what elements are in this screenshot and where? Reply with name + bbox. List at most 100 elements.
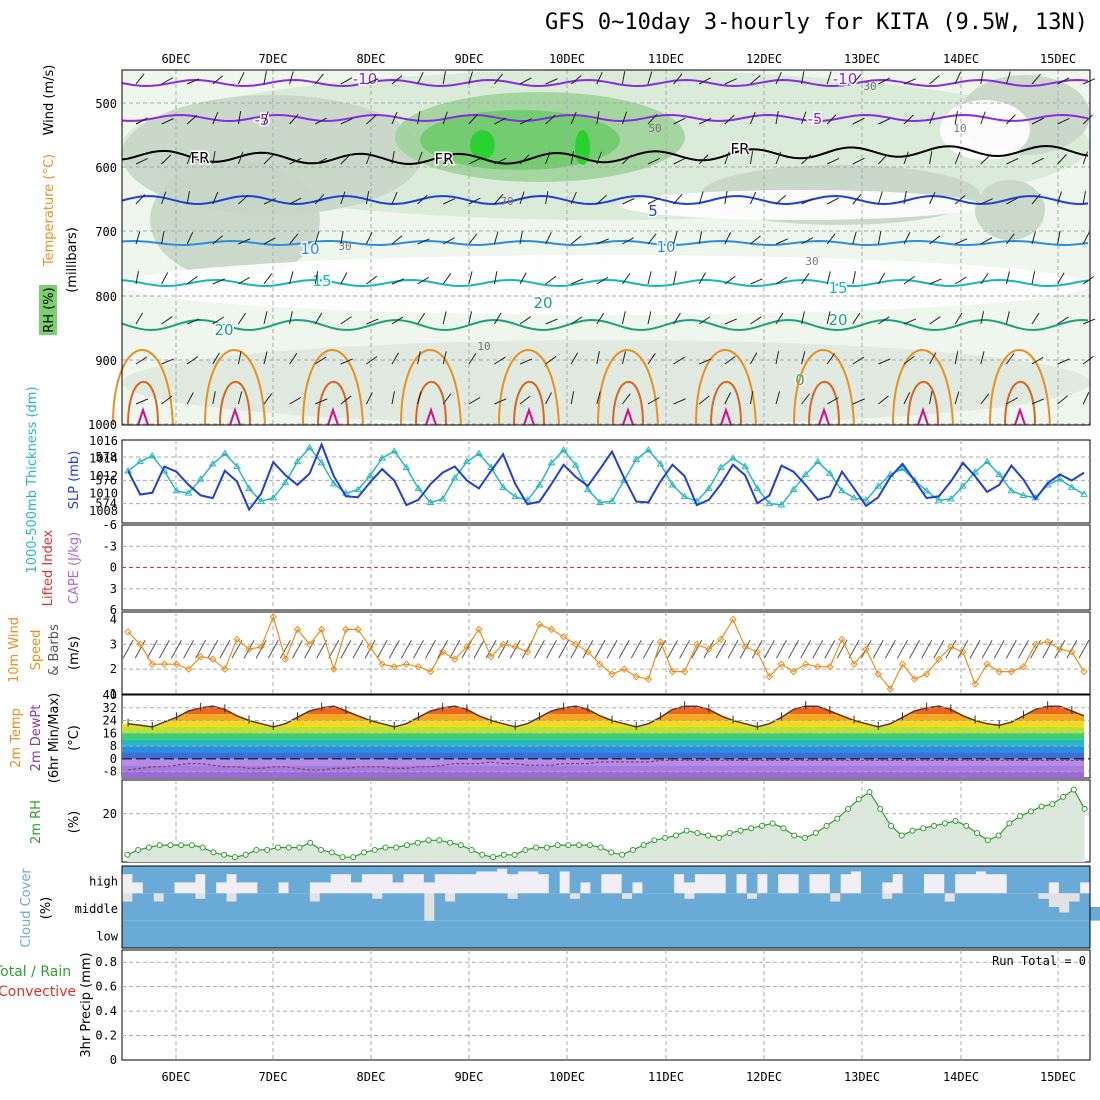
cloud-middle-bar-10 — [226, 901, 237, 921]
thickness-point-19 — [354, 485, 362, 493]
wind-barb-1-37 — [1082, 114, 1093, 125]
cloud-low-row — [122, 920, 1090, 948]
wind-barb-6-8 — [340, 316, 352, 325]
cloud-middle-bar-83 — [985, 893, 997, 921]
bl-orange-inner-2 — [317, 380, 349, 426]
wind-barb-8-25 — [775, 391, 781, 405]
thickness-point-31 — [499, 483, 508, 490]
wind-barb-7-5 — [263, 351, 268, 365]
wind-barb-3-3 — [212, 191, 219, 205]
rh-point-80 — [984, 837, 991, 844]
cloud-high-bar-33 — [465, 866, 477, 875]
rh-point-26 — [404, 842, 411, 849]
thickness-point-62 — [874, 482, 883, 489]
wind-barb-7-15 — [519, 358, 533, 365]
wind10-point-56 — [801, 660, 810, 668]
wind-barb-6-19 — [621, 311, 626, 325]
wind-barb-6-15 — [519, 316, 532, 325]
cloud-high-bar-65 — [798, 866, 810, 894]
thickness-point-34 — [535, 481, 544, 488]
cloud-middle-bar-69 — [840, 893, 852, 921]
wind-barb-5-24 — [750, 278, 763, 285]
wind10-point-74 — [1019, 662, 1028, 671]
wind10-point-42 — [632, 672, 640, 681]
precip-tick-3: 0.2 — [95, 1029, 117, 1043]
wind-barb-2-23 — [724, 151, 730, 165]
thickness-point-53 — [765, 499, 774, 507]
bl-orange-inner-5 — [612, 380, 644, 426]
wind-barb-7-12 — [442, 351, 447, 365]
bl-orange-inner-0 — [127, 380, 159, 426]
wind-barb-3-28 — [852, 193, 862, 205]
precip-tick-2: 0.4 — [95, 1004, 117, 1018]
rh-point-2 — [145, 844, 152, 851]
wind-barb-5-10 — [391, 278, 405, 285]
wind-barb-0-36 — [1057, 77, 1070, 85]
cloud-high-bar-71 — [861, 866, 872, 894]
cloud-high-bar-31 — [444, 866, 456, 875]
wind-barb-5-19 — [621, 273, 631, 285]
wind-barb-3-8 — [340, 191, 346, 205]
cloud-middle-bar-67 — [819, 893, 831, 921]
cloud-high-bar-8 — [205, 866, 217, 894]
wind10-point-52 — [753, 648, 761, 656]
wind-barb-2-27 — [826, 158, 840, 165]
wind-barb-8-32 — [954, 391, 960, 405]
bl-orange-inner-9 — [1004, 380, 1036, 426]
rh-point-46 — [619, 851, 626, 858]
bl-orange-outer-7 — [793, 349, 855, 426]
wind10-barb-63 — [884, 640, 896, 659]
bottom-day-label-9: 15DEC — [1040, 1070, 1076, 1084]
rh-point-83 — [1017, 813, 1024, 820]
wind10-point-34 — [535, 620, 544, 629]
wind-barb-5-33 — [980, 272, 989, 285]
rh-shading-7 — [150, 160, 320, 280]
rh-point-3 — [156, 842, 163, 849]
wind10-point-19 — [354, 625, 362, 634]
thickness-point-25 — [426, 498, 435, 505]
wind-barb-4-37 — [1082, 232, 1090, 245]
wind-barb-3-6 — [289, 197, 302, 205]
bl-magenta-1 — [229, 406, 241, 426]
wind-barb-4-6 — [289, 233, 299, 245]
top-day-label-2: 8DEC — [357, 52, 386, 66]
wind-barb-2-10 — [391, 151, 395, 165]
wind-barb-1-29 — [878, 118, 891, 125]
cloud-high-bar-56 — [704, 866, 716, 875]
cloud-high-bar-69 — [840, 866, 852, 875]
wind10-barb-19 — [352, 640, 364, 659]
wind-barb-6-0 — [135, 312, 144, 325]
cloud-high-bar-52 — [663, 866, 675, 894]
thickness-point-35 — [547, 458, 556, 466]
wind10-point-44 — [656, 638, 665, 646]
cloud-high-bar-28 — [413, 866, 425, 875]
wind-barb-3-24 — [749, 191, 757, 205]
wind-barb-2-28 — [852, 157, 865, 165]
rh-point-39 — [543, 844, 550, 851]
cloud-middle-bar-8 — [205, 893, 217, 921]
wind-barb-1-2 — [186, 114, 198, 125]
cloud-middle-bar-26 — [392, 893, 404, 921]
rh-point-21 — [350, 854, 357, 861]
thickness-point-8 — [220, 449, 229, 456]
wind-barb-2-6 — [289, 157, 302, 165]
bl-magenta-0 — [137, 406, 149, 426]
wind10-point-48 — [705, 645, 713, 653]
temp-band-1 — [122, 707, 1084, 715]
wind-barb-1-36 — [1057, 117, 1070, 125]
wind10-point-17 — [330, 665, 338, 673]
cloud-high-bar-12 — [246, 866, 258, 883]
thickness-tick-1: 576 — [95, 473, 117, 487]
wind-barb-8-28 — [852, 398, 865, 405]
rh-contour-label-5: 10 — [953, 122, 966, 135]
wind-barb-6-34 — [1005, 311, 1010, 325]
temp-label-line1: 2m Temp — [9, 708, 24, 768]
isotherm-label-11: 15 — [828, 279, 847, 297]
wind10-point-9 — [233, 635, 241, 644]
li-tick-2: 0 — [110, 561, 117, 575]
cloud-middle-bar-79 — [944, 901, 956, 921]
rh-axis-label: RH (%) — [42, 287, 57, 332]
wind-barb-0-34 — [1005, 71, 1011, 85]
bl-orange-inner-4 — [513, 380, 545, 426]
